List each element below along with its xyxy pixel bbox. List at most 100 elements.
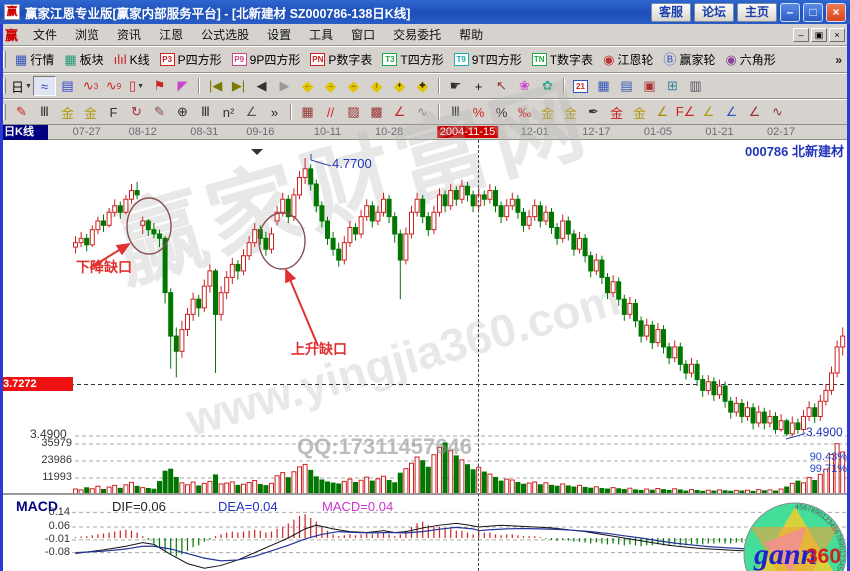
pane-splitter[interactable] bbox=[0, 493, 850, 496]
kline-style-button[interactable]: 日 ▼ bbox=[10, 76, 33, 96]
angle-line1-button[interactable]: ∠ bbox=[651, 102, 674, 122]
menu-item-3[interactable]: 江恩 bbox=[159, 28, 184, 42]
minimize-button[interactable]: – bbox=[780, 2, 800, 22]
t-table-button[interactable]: TN T数字表 bbox=[527, 50, 598, 69]
kline-button[interactable]: ılıl K线 bbox=[109, 50, 155, 69]
menu-item-5[interactable]: 设置 bbox=[267, 28, 292, 42]
speed-line-button[interactable]: ∠ bbox=[720, 102, 743, 122]
zoom-v-button[interactable]: ◆ ↕ bbox=[365, 76, 388, 96]
wave9-button[interactable]: ∿ 9 bbox=[105, 78, 122, 93]
price-scale-button[interactable]: Ⅲ bbox=[444, 102, 467, 122]
gann-wheel-button[interactable]: ◉ 江恩轮 bbox=[598, 50, 658, 69]
filled-box-button[interactable]: ▩ bbox=[365, 102, 388, 122]
toolbar-grip[interactable] bbox=[3, 77, 6, 95]
flower-tool-button[interactable]: ❀ bbox=[513, 76, 536, 96]
toolbar-overflow-chevron[interactable]: » bbox=[835, 52, 842, 67]
golden-angle-button[interactable]: ∠ bbox=[697, 102, 720, 122]
menu-item-6[interactable]: 工具 bbox=[309, 28, 334, 42]
menu-item-7[interactable]: 窗口 bbox=[351, 28, 376, 42]
comb-button[interactable]: Ⅲ bbox=[194, 102, 217, 122]
zoom-right-button[interactable]: ◆ → bbox=[319, 76, 342, 96]
candle-style-button[interactable]: ▯ ▼ bbox=[125, 76, 148, 96]
golden-band-button[interactable]: 金 bbox=[628, 102, 651, 122]
golden-comb2-button[interactable]: 金 bbox=[79, 102, 102, 122]
calendar-button[interactable]: 21 bbox=[569, 76, 592, 96]
gann-comb-button[interactable]: Ⅲ bbox=[33, 102, 56, 122]
zoom-left-button[interactable]: ◆ ← bbox=[296, 76, 319, 96]
golden-lines-button[interactable]: 金 bbox=[559, 102, 582, 122]
logo-flag-button[interactable]: ⚑ bbox=[148, 76, 171, 96]
winner-wheel-button[interactable]: Ⓑ 赢家轮 bbox=[658, 50, 720, 69]
menu-item-1[interactable]: 浏览 bbox=[75, 28, 100, 42]
menu-item-4[interactable]: 公式选股 bbox=[201, 28, 250, 42]
print-button[interactable]: ▥ bbox=[684, 76, 707, 96]
angle-lines-button[interactable]: ∠ bbox=[388, 102, 411, 122]
wave3-button[interactable]: ∿ 3 bbox=[82, 78, 99, 93]
mdi-minimize-button[interactable]: – bbox=[793, 27, 809, 42]
more-tools-chevron[interactable]: » bbox=[263, 102, 286, 122]
n-square-button[interactable]: n² bbox=[217, 102, 240, 122]
wave-overlay-button[interactable]: ≈ bbox=[33, 76, 56, 96]
hand-tool-button[interactable]: ☛ bbox=[444, 76, 467, 96]
zoom-in-button[interactable]: ◆ + bbox=[388, 76, 411, 96]
titlebar-link-0[interactable]: 客服 bbox=[650, 2, 691, 22]
circle-comb-button[interactable]: ⊕ bbox=[171, 102, 194, 122]
zoom-pointer-button[interactable]: ↖ bbox=[490, 76, 513, 96]
angle-lineF-button[interactable]: F∠ bbox=[674, 102, 697, 122]
menu-item-8[interactable]: 交易委托 bbox=[393, 28, 442, 42]
gann-fan-button[interactable]: ∠ bbox=[743, 102, 766, 122]
four-wave-button[interactable]: ∿ bbox=[766, 102, 789, 122]
percent-lines-button[interactable]: ‰ bbox=[513, 102, 536, 122]
gann-box-button[interactable]: ▦ bbox=[296, 102, 319, 122]
percent-retrace-button[interactable]: % bbox=[467, 102, 490, 122]
zoom-all-button[interactable]: ◆ ✚ bbox=[411, 76, 434, 96]
first-page-button[interactable]: |◀ bbox=[204, 76, 227, 96]
mdi-close-button[interactable]: × bbox=[829, 27, 845, 42]
fibo-comb-button[interactable]: F bbox=[102, 102, 125, 122]
brush-button[interactable]: ✒ bbox=[582, 102, 605, 122]
fan-lines-button[interactable]: // bbox=[319, 102, 342, 122]
spiral-button[interactable]: ↻ bbox=[125, 102, 148, 122]
hexagon-button[interactable]: ◉ 六角形 bbox=[720, 50, 780, 69]
menu-item-9[interactable]: 帮助 bbox=[459, 28, 484, 42]
calculator-button[interactable]: ▦ bbox=[592, 76, 615, 96]
color-histogram-button[interactable]: ◤ bbox=[171, 76, 194, 96]
wave-lines-button[interactable]: ∿ bbox=[411, 102, 434, 122]
t-square-button[interactable]: T3 T四方形 bbox=[377, 50, 448, 69]
candlestick-plot[interactable] bbox=[0, 140, 850, 571]
pen-comb-button[interactable]: ✎ bbox=[148, 102, 171, 122]
mdi-restore-button[interactable]: ▣ bbox=[811, 27, 827, 42]
hatch-box-button[interactable]: ▨ bbox=[342, 102, 365, 122]
p-table-button[interactable]: PN P数字表 bbox=[305, 50, 377, 69]
golden-circle-button[interactable]: 金 bbox=[536, 102, 559, 122]
angle-pen-button[interactable]: ∠ bbox=[240, 102, 263, 122]
toolbar-grip[interactable] bbox=[3, 103, 6, 121]
next-button[interactable]: ▶ bbox=[273, 76, 296, 96]
pen-tool-button[interactable]: ✎ bbox=[10, 102, 33, 122]
last-page-button[interactable]: ▶| bbox=[227, 76, 250, 96]
menu-item-2[interactable]: 资讯 bbox=[117, 28, 142, 42]
golden-comb1-button[interactable]: 金 bbox=[56, 102, 79, 122]
p9-square-button[interactable]: P9 9P四方形 bbox=[227, 50, 306, 69]
crosshair-tool-button[interactable]: + bbox=[467, 76, 490, 96]
notes-button[interactable]: ▤ bbox=[615, 76, 638, 96]
support-pressure-button[interactable]: 金 bbox=[605, 102, 628, 122]
kline-chart-area[interactable]: 赢家财富网 www.yingjia360.com QQ:17311457646 … bbox=[0, 68, 850, 571]
save-button[interactable]: ▣ bbox=[638, 76, 661, 96]
maximize-button[interactable]: □ bbox=[803, 2, 823, 22]
titlebar-link-1[interactable]: 论坛 bbox=[693, 2, 734, 22]
macd-plot[interactable] bbox=[0, 497, 850, 571]
zoom-h-button[interactable]: ◆ ↔ bbox=[342, 76, 365, 96]
info-note-button[interactable]: ▤ bbox=[56, 76, 79, 96]
knot-tool-button[interactable]: ✿ bbox=[536, 76, 559, 96]
p-square-button[interactable]: P3 P四方形 bbox=[155, 50, 227, 69]
capture-button[interactable]: ⊞ bbox=[661, 76, 684, 96]
t9-square-button[interactable]: T9 9T四方形 bbox=[449, 50, 527, 69]
percent-button[interactable]: % bbox=[490, 102, 513, 122]
toolbar-grip[interactable] bbox=[3, 50, 6, 69]
titlebar-link-2[interactable]: 主页 bbox=[736, 2, 777, 22]
quotes-button[interactable]: ▦ 行情 bbox=[10, 50, 59, 69]
prev-button[interactable]: ◀ bbox=[250, 76, 273, 96]
sectors-button[interactable]: ▦ 板块 bbox=[59, 50, 108, 69]
close-button[interactable]: × bbox=[826, 2, 846, 22]
